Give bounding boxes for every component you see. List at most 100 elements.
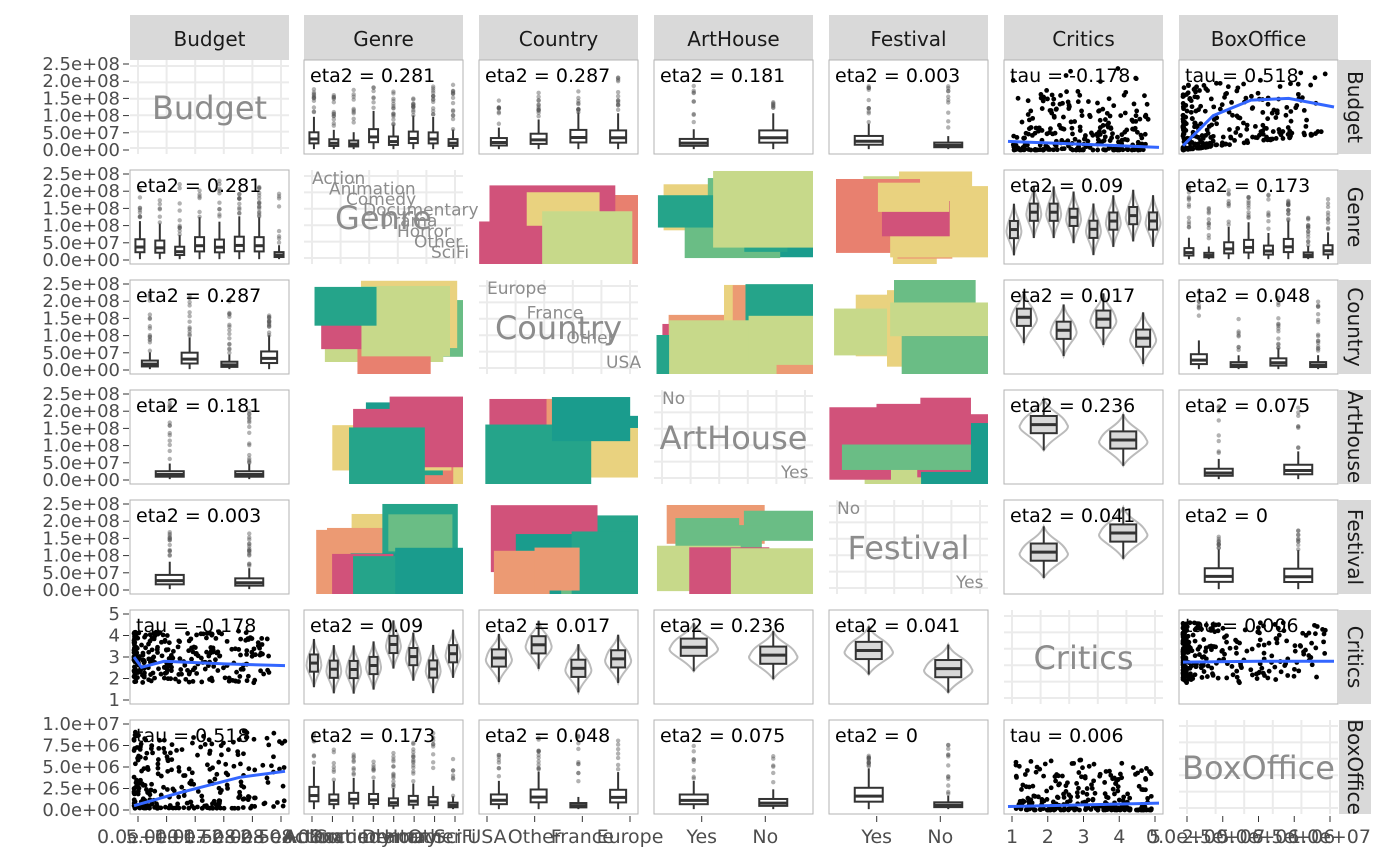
boxplot-outlier xyxy=(450,100,456,106)
boxplot-outlier xyxy=(266,323,272,328)
boxplot-outlier xyxy=(536,90,541,96)
scatter-point xyxy=(1197,88,1202,93)
boxplot-outlier xyxy=(1226,188,1231,193)
scatter-point xyxy=(1010,77,1016,83)
boxplot-outlier xyxy=(331,767,337,772)
scatter-point xyxy=(1025,795,1031,801)
boxplot-outlier xyxy=(1216,418,1221,423)
scatter-point xyxy=(1041,773,1046,779)
boxplot-outlier xyxy=(247,412,252,417)
boxplot-outlier xyxy=(691,111,696,117)
scatter-point xyxy=(1108,807,1114,813)
boxplot-outlier xyxy=(866,763,871,769)
boxplot-outlier xyxy=(1236,347,1241,353)
boxplot-outlier xyxy=(1315,304,1321,309)
boxplot-outlier xyxy=(536,767,541,772)
scatter-point xyxy=(134,745,140,750)
scatter-point xyxy=(1238,663,1244,669)
scatter-point xyxy=(1102,134,1108,140)
violin-violin xyxy=(1084,203,1102,256)
boxplot-outlier xyxy=(576,762,581,767)
scatter-point xyxy=(1058,93,1063,98)
boxplot-outlier xyxy=(1286,203,1291,208)
x-tick-label: 5.0e+06 xyxy=(1217,826,1299,848)
boxplot-outlier xyxy=(946,774,951,780)
scatter-point xyxy=(1312,631,1318,637)
boxplot-outlier xyxy=(227,297,232,302)
boxplot-outlier xyxy=(1206,222,1212,228)
scatter-point xyxy=(1244,138,1250,144)
boxplot-outlier xyxy=(371,775,376,780)
scatter-point xyxy=(1244,126,1250,132)
scatter-point xyxy=(249,649,255,655)
panel-stat-label: tau = -0.178 xyxy=(1010,65,1130,87)
violin-violin xyxy=(604,634,633,686)
boxplot-outlier xyxy=(247,541,252,546)
boxplot-outlier xyxy=(247,460,252,465)
scatter-point xyxy=(1011,133,1017,139)
boxplot-outlier xyxy=(496,774,502,779)
boxplot-outlier xyxy=(691,83,696,89)
boxplot-outlier xyxy=(1226,198,1231,204)
scatter-point xyxy=(261,801,267,807)
boxplot-outlier xyxy=(536,108,541,113)
column-strip-label: Festival xyxy=(870,27,946,51)
scatter-point xyxy=(1256,642,1262,648)
boxplot-outlier xyxy=(256,190,262,196)
scatter-point xyxy=(162,670,168,676)
scatter-point xyxy=(195,789,201,794)
diag-level-label: Other xyxy=(414,232,462,252)
boxplot-outlier xyxy=(1296,539,1301,544)
scatter-point xyxy=(1080,790,1086,795)
boxplot-outlier xyxy=(187,326,192,332)
scatter-point xyxy=(1097,117,1103,123)
boxplot-outlier xyxy=(177,228,182,234)
panel-stat-label: tau = -0.178 xyxy=(136,615,256,637)
boxplot-outlier xyxy=(311,92,317,98)
boxplot-outlier xyxy=(266,324,272,329)
mosaic-tile xyxy=(395,547,463,594)
scatter-point xyxy=(1013,773,1019,779)
scatter-point xyxy=(225,785,230,791)
boxplot-outlier xyxy=(1226,192,1231,197)
boxplot-outlier xyxy=(371,759,376,764)
scatter-point xyxy=(224,638,230,644)
panel-stat-label: eta2 = 0.041 xyxy=(1010,505,1135,527)
boxplot-outlier xyxy=(1226,219,1231,224)
boxplot-outlier xyxy=(771,103,776,109)
scatter-point xyxy=(1020,799,1026,805)
boxplot-outlier xyxy=(1325,225,1331,231)
boxplot-outlier xyxy=(1276,345,1281,350)
scatter-point xyxy=(1184,108,1190,114)
scatter-point xyxy=(1235,126,1241,131)
scatter-point xyxy=(168,676,174,682)
boxplot-outlier xyxy=(266,324,272,329)
boxplot-outlier xyxy=(391,101,396,106)
boxplot-outlier xyxy=(187,325,192,330)
boxplot-outlier xyxy=(167,438,172,443)
boxplot-outlier xyxy=(691,743,696,749)
scatter-point xyxy=(1236,678,1242,684)
boxplot-outlier xyxy=(187,303,192,308)
scatter-point xyxy=(1111,103,1117,109)
scatter-point xyxy=(1131,127,1137,132)
boxplot-outlier xyxy=(771,754,776,759)
boxplot-outlier xyxy=(247,563,252,568)
boxplot-outlier xyxy=(496,757,502,763)
boxplot-outlier xyxy=(266,318,272,323)
scatter-point xyxy=(214,771,220,777)
scatter-point xyxy=(159,653,165,659)
scatter-point xyxy=(1044,88,1050,93)
y-tick-label: 5.0e+07 xyxy=(42,453,120,474)
scatter-point xyxy=(1076,770,1082,775)
boxplot-outlier xyxy=(331,94,337,100)
boxplot-outlier xyxy=(391,782,396,787)
boxplot-outlier xyxy=(576,89,581,94)
boxplot-outlier xyxy=(391,775,396,780)
column-strip-label: ArtHouse xyxy=(687,27,779,51)
scatter-point xyxy=(1264,134,1269,140)
panel-stat-label: eta2 = 0.017 xyxy=(1010,285,1135,307)
x-tick-label: 0.0e+00 xyxy=(1146,826,1228,848)
scatter-point xyxy=(170,648,176,654)
scatter-point xyxy=(241,784,247,790)
